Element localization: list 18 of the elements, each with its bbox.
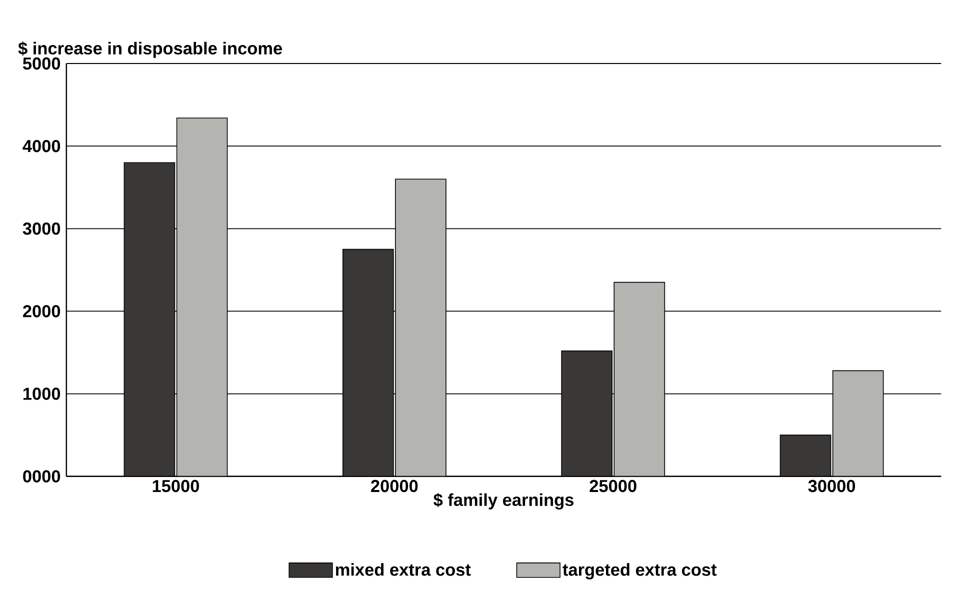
y-tick-label: 2000 (23, 304, 60, 318)
legend-label: targeted extra cost (562, 563, 717, 580)
y-tick-label: 0000 (23, 470, 60, 482)
y-tick-label: 4000 (22, 140, 60, 152)
bar (124, 162, 176, 476)
y-tick-label: 5000 (22, 57, 60, 70)
legend-label: mixed extra cost (336, 563, 471, 576)
y-tick-label: 1000 (24, 388, 60, 400)
x-tick-label: 15000 (152, 480, 199, 492)
y-axis-title: $ increase in disposable income (18, 41, 282, 58)
x-axis-title: $ family earnings (434, 492, 574, 510)
x-tick-label: 25000 (590, 480, 636, 492)
x-tick-label: 20000 (371, 480, 418, 492)
bar (342, 248, 394, 476)
bar (780, 434, 832, 476)
bar (561, 350, 612, 476)
y-tick-label: 3000 (22, 222, 60, 235)
x-tick-label: 30000 (808, 480, 856, 492)
